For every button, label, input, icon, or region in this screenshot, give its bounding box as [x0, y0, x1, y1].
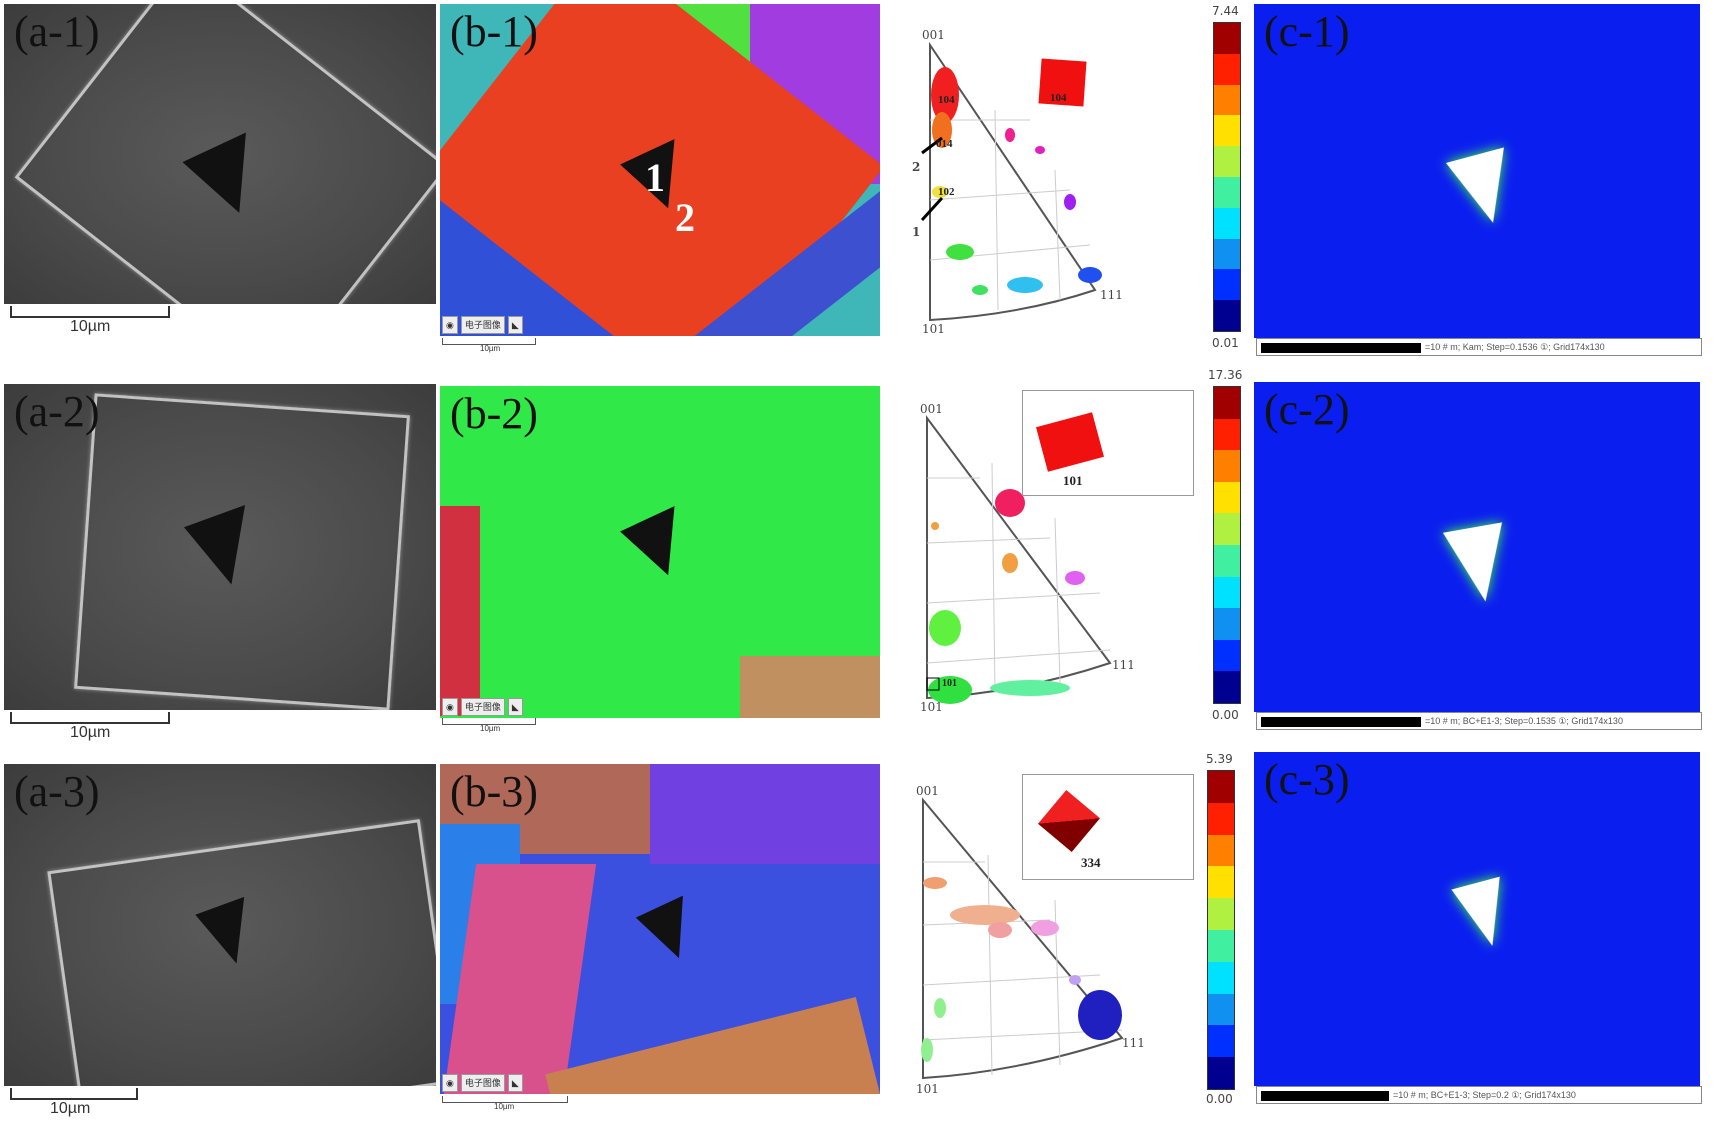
- panel-label: (b-1): [450, 7, 538, 56]
- footer-text: =10 # m; BC+E1-3; Step=0.2 ①; Grid174x13…: [1393, 1090, 1576, 1100]
- panel-label: (c-3): [1264, 755, 1350, 804]
- scale-text: 10µm: [50, 1100, 91, 1117]
- scale-text: 10µm: [480, 344, 501, 353]
- scale-bar: [10, 306, 170, 318]
- indent-highlight: [1442, 522, 1516, 607]
- panel-label: (a-1): [14, 7, 100, 56]
- corner-label-101: 101: [916, 1082, 939, 1096]
- footer-text: =10 # m; BC+E1-3; Step=0.1535 ①; Grid174…: [1425, 716, 1623, 726]
- ebsd-panel-b3: (b-3) ◉ 电子图像 ◣: [440, 764, 880, 1094]
- colorbar-max: 17.36: [1208, 368, 1243, 382]
- corner-label-101: 101: [920, 700, 943, 714]
- ebsd-footer: ◉ 电子图像 ◣: [442, 316, 523, 334]
- cube-label: 101: [1063, 473, 1083, 488]
- footer-text: 电子图像: [460, 1074, 505, 1092]
- colorbar-min: 0.01: [1212, 336, 1239, 350]
- cube-label: 104: [1050, 92, 1067, 104]
- colorbar-max: 7.44: [1212, 4, 1239, 18]
- kam-panel-c2: (c-2): [1254, 382, 1700, 712]
- camera-icon: ◉: [442, 316, 458, 334]
- point-label: 104: [938, 94, 955, 106]
- camera-icon: ◉: [442, 698, 458, 716]
- kam-panel-c3: (c-3): [1254, 752, 1700, 1086]
- colorbar-min: 0.00: [1206, 1092, 1233, 1106]
- orientation-cube-box: 334: [1022, 774, 1194, 880]
- ipf-triangle-1: 001 101 111 104 014 102 2 1 104: [900, 20, 1200, 340]
- corner-label-001: 001: [916, 784, 939, 798]
- sem-panel-a1: (a-1): [4, 4, 436, 304]
- camera-icon: ◉: [442, 1074, 458, 1092]
- corner-label-001: 001: [922, 28, 945, 42]
- corner-label-101: 101: [922, 322, 945, 336]
- ipf-plot: [921, 797, 1124, 1080]
- panel-label: (b-2): [450, 389, 538, 438]
- palette-icon: ◣: [507, 1074, 523, 1092]
- footer-text: 电子图像: [460, 316, 505, 334]
- indent-highlight: [1445, 147, 1523, 231]
- scale-bar: [442, 338, 536, 345]
- ipf-triangle-3: 001 101 111 334: [900, 774, 1200, 1100]
- panel-label: (b-3): [450, 767, 538, 816]
- kam-footer: =10 # m; BC+E1-3; Step=0.1535 ①; Grid174…: [1256, 712, 1702, 730]
- palette-icon: ◣: [507, 698, 523, 716]
- corner-label-111: 111: [1100, 288, 1123, 302]
- panel-label: (a-2): [14, 387, 100, 436]
- ipf-plot: [920, 41, 1102, 322]
- kam-footer: =10 # m; Kam; Step=0.1536 ①; Grid174x130: [1256, 338, 1702, 356]
- point-label: 102: [938, 186, 955, 198]
- scale-text: 10µm: [70, 318, 111, 335]
- corner-label-111: 111: [1112, 658, 1135, 672]
- point-label: 101: [942, 678, 957, 689]
- corner-label-001: 001: [920, 402, 943, 416]
- kam-panel-c1: (c-1): [1254, 4, 1700, 338]
- scale-bar: [442, 718, 536, 725]
- orientation-cube: [1036, 412, 1104, 472]
- sem-panel-a3: (a-3): [4, 764, 436, 1086]
- indent-highlight: [1451, 876, 1517, 953]
- orientation-cube-box: 101: [1022, 390, 1194, 496]
- panel-label: (a-3): [14, 767, 100, 816]
- indent-mark: [620, 506, 700, 586]
- point-label: 014: [936, 138, 953, 150]
- callout-label: 2: [912, 160, 921, 174]
- kam-footer: =10 # m; BC+E1-3; Step=0.2 ①; Grid174x13…: [1256, 1086, 1702, 1104]
- ebsd-panel-b2: (b-2) ◉ 电子图像 ◣: [440, 386, 880, 718]
- ebsd-footer: ◉ 电子图像 ◣: [442, 698, 523, 716]
- cube-label: 334: [1081, 855, 1101, 870]
- corner-label-111: 111: [1122, 1036, 1145, 1050]
- ipf-triangle-2: 001 101 111 101 101: [900, 390, 1200, 718]
- sem-panel-a2: (a-2): [4, 384, 436, 710]
- ebsd-panel-b1: 1 2 (b-1) ◉ 电子图像 ◣: [440, 4, 880, 336]
- orientation-cube: [1038, 790, 1100, 852]
- scale-bar: [10, 1088, 138, 1100]
- colorbar-min: 0.00: [1212, 708, 1239, 722]
- footer-text: =10 # m; Kam; Step=0.1536 ①; Grid174x130: [1425, 342, 1605, 352]
- ipf-plot: [926, 414, 1112, 704]
- annotation-1: 1: [645, 155, 665, 200]
- panel-label: (c-1): [1264, 7, 1350, 56]
- scale-bar: [10, 712, 170, 724]
- colorbar-1: [1213, 22, 1241, 332]
- scale-text: 10µm: [480, 724, 501, 733]
- scale-bar: [442, 1096, 568, 1103]
- footer-text: 电子图像: [460, 698, 505, 716]
- palette-icon: ◣: [507, 316, 523, 334]
- annotation-2: 2: [675, 195, 695, 240]
- panel-label: (c-2): [1264, 385, 1350, 434]
- scale-text: 10µm: [494, 1102, 515, 1111]
- callout-label: 1: [912, 225, 921, 239]
- scale-text: 10µm: [70, 724, 111, 741]
- colorbar-2: [1213, 386, 1241, 704]
- ebsd-footer: ◉ 电子图像 ◣: [442, 1074, 523, 1092]
- colorbar-3: [1207, 770, 1235, 1090]
- colorbar-max: 5.39: [1206, 752, 1233, 766]
- indent-mark: [635, 895, 707, 968]
